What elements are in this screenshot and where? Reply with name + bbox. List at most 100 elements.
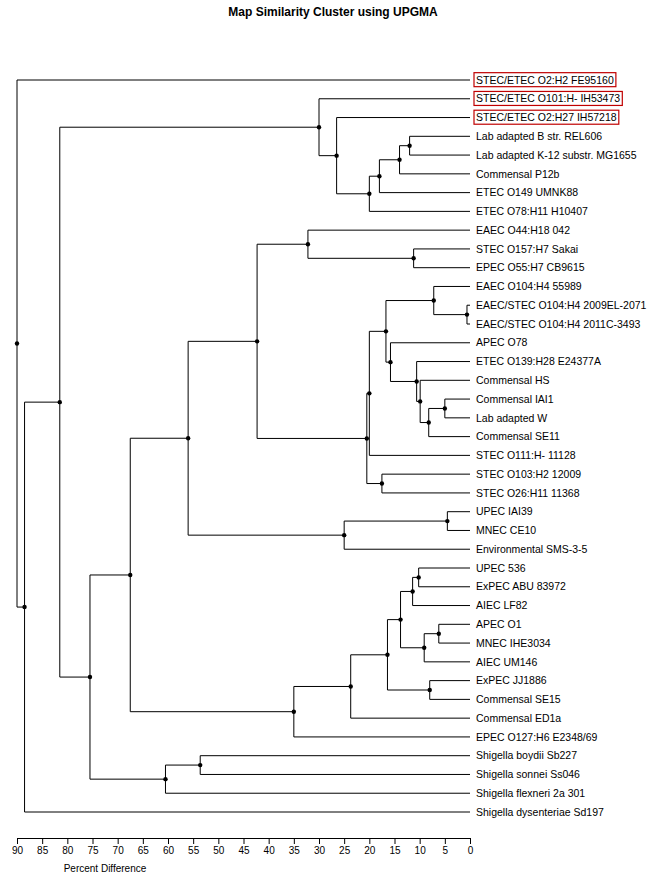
leaf-label: Commensal ED1a [476, 712, 561, 724]
leaf-branch [200, 774, 470, 775]
node-dot [397, 158, 401, 162]
leaf-branch [439, 624, 470, 625]
leaf-branch [430, 699, 470, 700]
leaf-branch [467, 305, 470, 306]
branch [25, 402, 60, 403]
tick-mark [420, 838, 421, 844]
leaf-branch [447, 530, 470, 531]
leaf-label: Lab adapted K-12 substr. MG1655 [476, 149, 637, 161]
tick-mark [294, 838, 295, 844]
branch [379, 159, 399, 160]
tick: 5 [443, 838, 449, 856]
branch [429, 408, 445, 409]
leaf-label: UPEC 536 [476, 562, 526, 574]
tick: 50 [213, 838, 225, 856]
leaf-label: Commensal HS [476, 374, 550, 386]
leaf-label: EPEC O55:H7 CB9615 [476, 261, 585, 273]
branch [387, 690, 429, 691]
leaf-branch [419, 586, 470, 587]
node-dot [349, 684, 353, 688]
branch [257, 244, 308, 245]
node-dot [416, 575, 420, 579]
leaf-branch [17, 80, 470, 81]
leaf-label: EPEC O127:H6 E2348/69 [476, 731, 598, 743]
leaf-branch [467, 324, 470, 325]
tick: 55 [188, 838, 200, 856]
tick-mark [143, 838, 144, 844]
node-dot [418, 399, 422, 403]
tick-label: 65 [138, 845, 150, 856]
leaf-labels: STEC/ETEC O2:H2 FE95160STEC/ETEC O101:H-… [474, 73, 647, 818]
x-axis: 908580757065605550454035302520151050 [12, 838, 474, 856]
node-dot [410, 589, 414, 593]
leaf-label: EAEC O104:H4 55989 [476, 280, 582, 292]
leaf-branch [414, 267, 470, 268]
leaf-branch [294, 736, 470, 737]
leaf-branch [382, 492, 470, 493]
node-dot [186, 436, 190, 440]
tick-label: 60 [163, 845, 175, 856]
highlight-box [474, 110, 619, 124]
node-dot [422, 646, 426, 650]
tick-mark [17, 838, 18, 844]
branch [319, 155, 337, 156]
leaf-branch [434, 286, 470, 287]
highlight-box [474, 91, 622, 105]
node-dot [306, 242, 310, 246]
leaf-label: Shigella sonnei Ss046 [476, 768, 580, 780]
leaf-branch [447, 511, 470, 512]
tick: 20 [364, 838, 376, 856]
tick-label: 40 [264, 845, 276, 856]
node-dot [411, 256, 415, 260]
leaf-branch [419, 568, 470, 569]
leaf-label: STEC O111:H- 11128 [476, 449, 576, 461]
tree [15, 80, 470, 812]
node-dot [385, 653, 389, 657]
tick-label: 15 [389, 845, 401, 856]
leaf-label: ETEC O149 UMNK88 [476, 186, 578, 198]
branch [344, 521, 447, 522]
node-dot [22, 605, 26, 609]
branch [188, 341, 257, 342]
branch [90, 574, 130, 575]
leaf-label: MNEC IHE3034 [476, 637, 551, 649]
tick-mark [344, 838, 345, 844]
branch [401, 647, 425, 648]
leaf-label: EAEC/STEC O104:H4 2009EL-2071 [476, 299, 647, 311]
tick: 35 [289, 838, 301, 856]
tick-label: 90 [12, 845, 24, 856]
node-dot [292, 710, 296, 714]
tick-mark [269, 838, 270, 844]
tick-label: 0 [468, 845, 474, 856]
node-dot [15, 341, 19, 345]
leaf-label: MNEC CE10 [476, 524, 536, 536]
leaf-branch [430, 680, 470, 681]
tick-label: 20 [364, 845, 376, 856]
leaf-label: STEC/ETEC O2:H2 FE95160 [476, 74, 614, 86]
leaf-label: ExPEC JJ1886 [476, 674, 547, 686]
leaf-branch [344, 549, 470, 550]
leaf-label: STEC O157:H7 Sakai [476, 243, 578, 255]
leaf-branch [420, 380, 470, 381]
leaf-branch [379, 192, 470, 193]
tick-mark [118, 838, 119, 844]
tick-mark [42, 838, 43, 844]
leaf-label: ETEC O78:H11 H10407 [476, 205, 588, 217]
branch [337, 193, 370, 194]
leaf-branch [382, 474, 470, 475]
leaf-label: APEC O1 [476, 618, 522, 630]
tick-label: 25 [339, 845, 351, 856]
node-dot [388, 360, 392, 364]
leaf-label: STEC/ETEC O2:H27 IH57218 [476, 111, 617, 123]
leaf-branch [25, 812, 470, 813]
tick: 25 [339, 838, 351, 856]
leaf-label: APEC O78 [476, 336, 528, 348]
tick: 65 [138, 838, 150, 856]
leaf-label: STEC O26:H11 11368 [476, 487, 580, 499]
node-dot [414, 379, 418, 383]
leaf-branch [439, 643, 470, 644]
node-dot [427, 420, 431, 424]
tick-label: 80 [62, 845, 74, 856]
leaf-label: AIEC UM146 [476, 656, 537, 668]
leaf-label: Commensal SE11 [476, 430, 560, 442]
